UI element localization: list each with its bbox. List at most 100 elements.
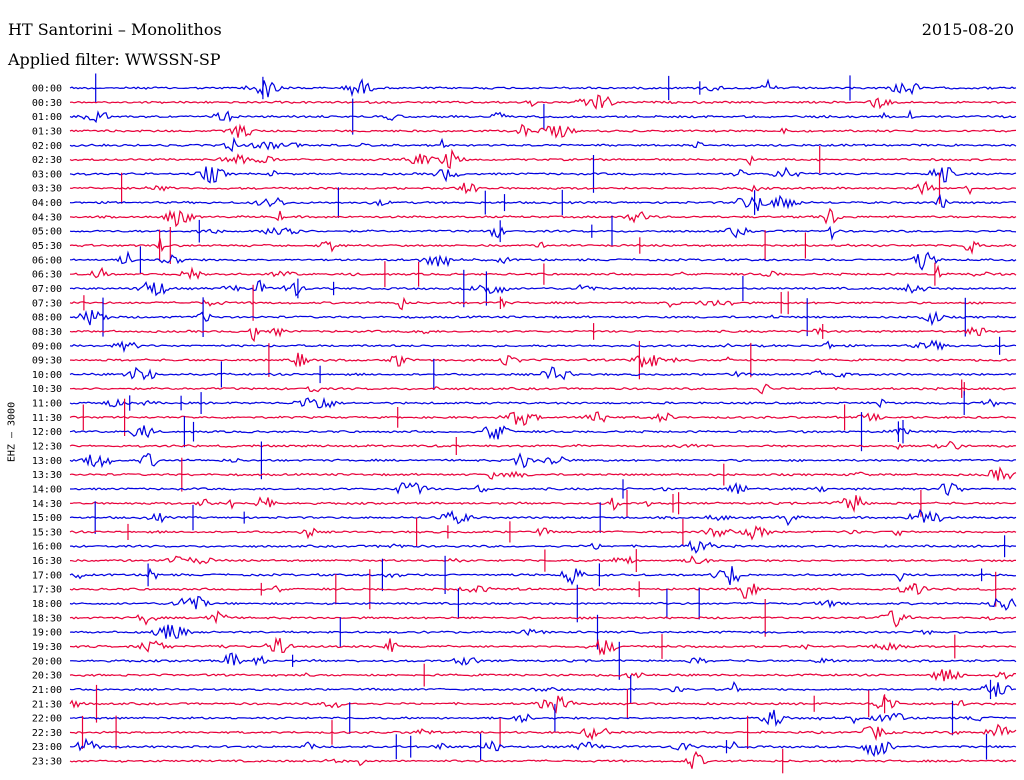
trace-line [69,166,1017,184]
row-time-label: 02:00 [32,141,62,152]
row-time-label: 17:30 [32,585,62,596]
trace-line [69,109,1017,124]
trace-line [69,207,1017,228]
row-time-label: 04:30 [32,212,62,223]
row-time-label: 05:30 [32,241,62,252]
trace-line [69,366,1017,381]
trace-line [69,555,1016,565]
trace-line [69,425,1017,440]
row-time-label: 07:30 [32,298,62,309]
row-time-label: 15:30 [32,527,62,538]
trace-line [69,326,1017,343]
row-time-label: 09:30 [32,356,62,367]
trace-line [69,296,1017,311]
row-time-label: 14:30 [32,499,62,510]
trace-line [69,225,1017,241]
row-time-label: 08:00 [32,313,62,324]
row-time-label: 15:00 [32,513,62,524]
trace-line [69,452,1017,469]
row-time-label: 12:00 [32,427,62,438]
row-time-label: 01:30 [32,126,62,137]
row-time-label: 18:30 [32,613,62,624]
trace-line [69,652,1017,667]
row-time-label: 00:00 [32,84,62,95]
row-time-label: 18:00 [32,599,62,610]
row-time-label: 00:30 [32,98,62,109]
trace-line [70,383,1017,395]
row-time-label: 11:30 [32,413,62,424]
row-time-label: 05:00 [32,227,62,238]
row-time-label: 16:00 [32,542,62,553]
trace-line [69,136,1017,153]
row-time-label: 21:30 [32,699,62,710]
trace-line [69,750,1017,769]
row-time-label: 11:00 [32,399,62,410]
row-time-label: 17:00 [32,570,62,581]
trace-line [69,624,1017,639]
trace-line [69,194,1017,212]
row-time-label: 19:00 [32,628,62,639]
trace-line [69,279,1017,297]
row-time-label: 03:00 [32,169,62,180]
filter-label: Applied filter: WWSSN-SP [8,50,221,69]
trace-line [69,180,1017,196]
row-time-label: 08:30 [32,327,62,338]
trace-line [70,482,1017,497]
row-time-label: 13:30 [32,470,62,481]
trace-line [69,238,1017,255]
row-time-label: 04:00 [32,198,62,209]
trace-line [69,610,1017,628]
trace-line [69,396,1017,409]
trace-line [69,466,1017,481]
trace-line [69,583,1017,599]
row-time-label: 09:00 [32,341,62,352]
trace-line [69,148,1017,169]
row-time-label: 06:00 [32,255,62,266]
trace-line [69,636,1017,656]
trace-line [69,680,1017,697]
trace-line [69,339,1017,354]
row-time-label: 20:30 [32,671,62,682]
station-title: HT Santorini – Monolithos [8,20,222,39]
row-time-label: 21:00 [32,685,62,696]
trace-line [69,694,1017,714]
trace-line [69,723,1017,741]
trace-line [69,669,1017,682]
row-time-label: 16:30 [32,556,62,567]
trace-line [69,78,1017,98]
trace-line [69,709,1017,727]
trace-line [69,737,1017,758]
trace-line [69,595,1017,611]
row-time-label: 06:30 [32,270,62,281]
row-time-label: 02:30 [32,155,62,166]
trace-line [69,440,1017,451]
row-time-label: 23:00 [32,742,62,753]
row-time-label: 20:00 [32,656,62,667]
row-time-label: 23:30 [32,757,62,768]
row-time-label: 14:00 [32,484,62,495]
row-time-label: 10:00 [32,370,62,381]
row-time-label: 12:30 [32,442,62,453]
trace-line [69,123,1017,139]
row-time-label: 22:00 [32,714,62,725]
trace-line [69,495,1017,513]
row-time-label: 07:00 [32,284,62,295]
trace-line [69,566,1017,586]
row-time-label: 22:30 [32,728,62,739]
trace-line [69,309,1017,327]
date-label: 2015-08-20 [921,20,1014,39]
row-time-label: 10:30 [32,384,62,395]
trace-line [69,94,1017,110]
trace-line [69,508,1017,527]
trace-line [70,264,1017,281]
trace-line [69,539,1016,554]
row-time-label: 13:00 [32,456,62,467]
row-time-label: 19:30 [32,642,62,653]
trace-line [69,525,1017,541]
row-time-label: 01:00 [32,112,62,123]
trace-line [70,250,1017,271]
trace-line [69,411,1017,427]
trace-line [70,352,1017,368]
row-time-label: 03:30 [32,184,62,195]
